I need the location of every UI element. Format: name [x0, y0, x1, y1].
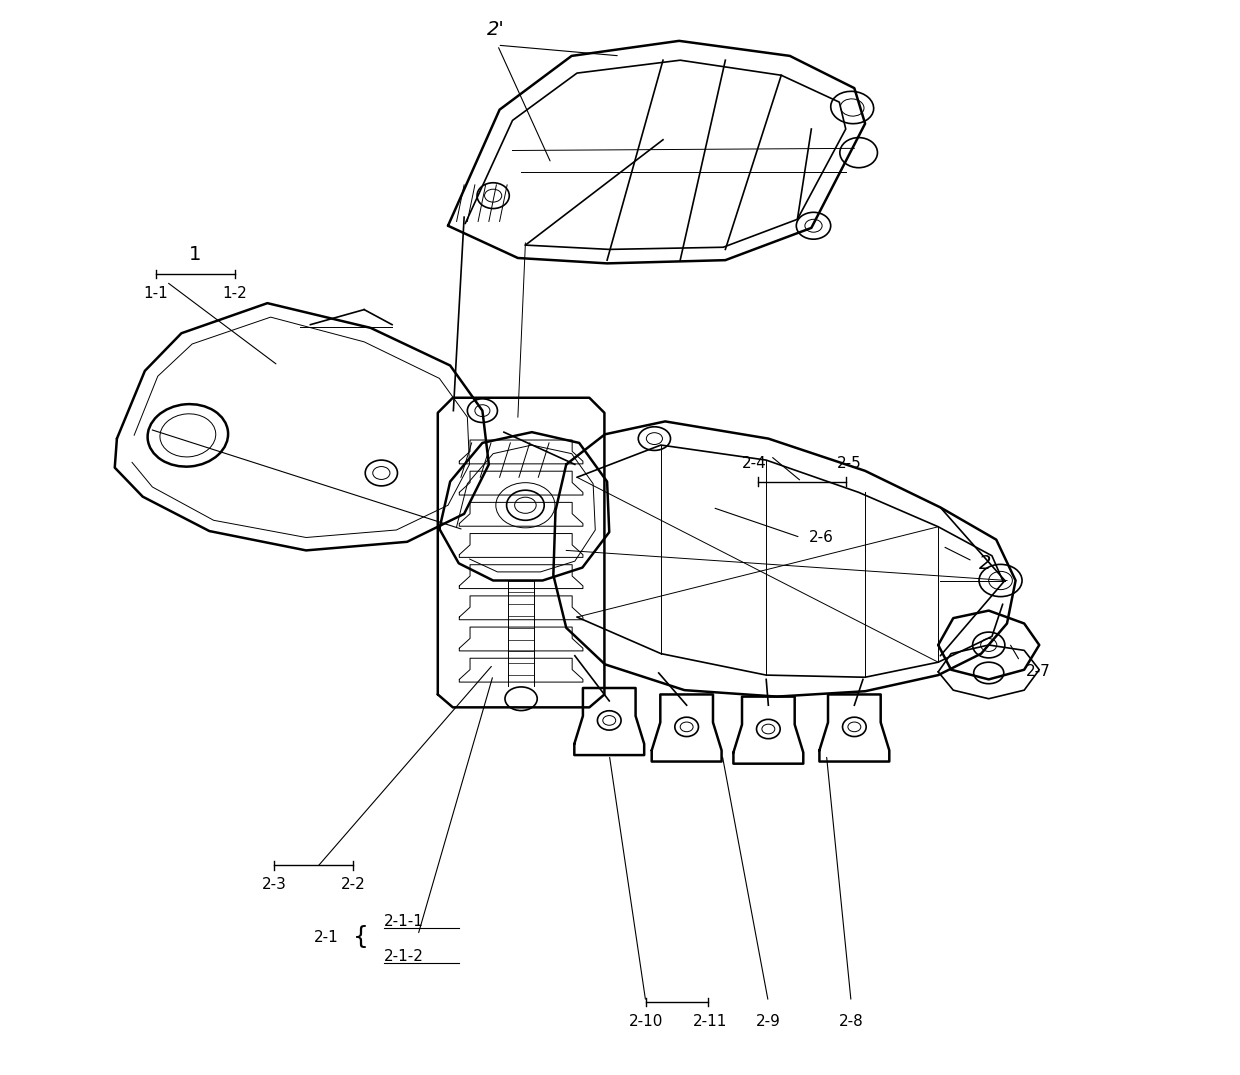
Text: 1: 1	[190, 245, 202, 264]
Text: 2-6: 2-6	[810, 530, 835, 545]
Text: 1-2: 1-2	[223, 286, 248, 301]
Text: 2-7: 2-7	[1027, 664, 1052, 679]
Text: 2-1: 2-1	[314, 930, 339, 945]
Text: 2': 2'	[486, 19, 505, 39]
Text: 2-8: 2-8	[838, 1014, 863, 1029]
Text: 2-11: 2-11	[693, 1014, 728, 1029]
Text: 2: 2	[980, 554, 992, 573]
Text: 2-9: 2-9	[756, 1014, 781, 1029]
Text: 2-5: 2-5	[837, 456, 862, 471]
Text: 2-10: 2-10	[629, 1014, 663, 1029]
Text: 2-4: 2-4	[742, 456, 766, 471]
Text: 2-1-1: 2-1-1	[383, 914, 423, 929]
Text: {: {	[353, 926, 370, 949]
Text: 2-2: 2-2	[341, 877, 366, 892]
Text: 2-3: 2-3	[262, 877, 286, 892]
Text: 2-1-2: 2-1-2	[383, 949, 423, 964]
Text: 1-1: 1-1	[144, 286, 167, 301]
